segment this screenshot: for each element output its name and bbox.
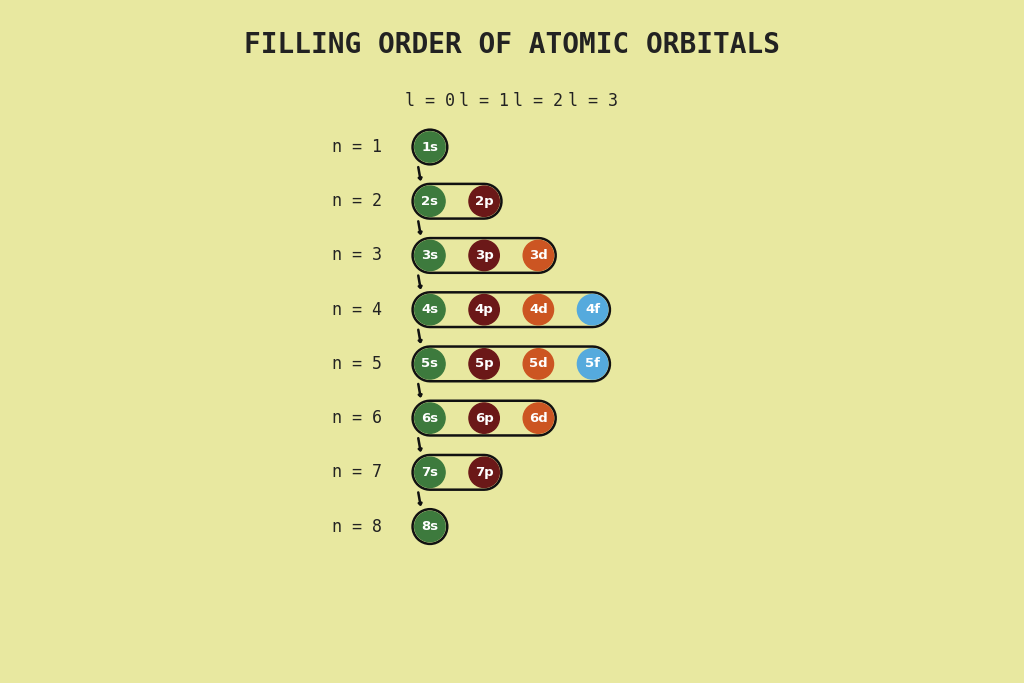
Circle shape [523, 349, 554, 379]
Text: 7s: 7s [422, 466, 438, 479]
Text: 4s: 4s [421, 303, 438, 316]
Text: 4d: 4d [529, 303, 548, 316]
Text: n = 7: n = 7 [332, 463, 382, 482]
Circle shape [469, 403, 500, 433]
Circle shape [523, 403, 554, 433]
Text: 5p: 5p [475, 357, 494, 370]
Circle shape [415, 512, 445, 542]
Text: 4f: 4f [585, 303, 600, 316]
Text: 6s: 6s [421, 412, 438, 425]
Circle shape [415, 240, 445, 270]
Circle shape [523, 240, 554, 270]
Text: 3s: 3s [421, 249, 438, 262]
Text: 1s: 1s [422, 141, 438, 154]
Circle shape [469, 186, 500, 217]
Text: n = 6: n = 6 [332, 409, 382, 427]
Circle shape [415, 294, 445, 325]
Circle shape [415, 403, 445, 433]
Text: l = 1: l = 1 [459, 92, 509, 110]
Text: 5s: 5s [422, 357, 438, 370]
Circle shape [469, 457, 500, 488]
Circle shape [523, 294, 554, 325]
Text: 2s: 2s [422, 195, 438, 208]
Text: 6p: 6p [475, 412, 494, 425]
Text: n = 1: n = 1 [332, 138, 382, 156]
Circle shape [469, 349, 500, 379]
Circle shape [415, 457, 445, 488]
Text: 2p: 2p [475, 195, 494, 208]
Text: n = 2: n = 2 [332, 192, 382, 210]
Text: 3d: 3d [529, 249, 548, 262]
Circle shape [578, 294, 608, 325]
Text: 6d: 6d [529, 412, 548, 425]
Circle shape [469, 240, 500, 270]
Text: FILLING ORDER OF ATOMIC ORBITALS: FILLING ORDER OF ATOMIC ORBITALS [244, 31, 780, 59]
Text: n = 3: n = 3 [332, 247, 382, 264]
Text: n = 4: n = 4 [332, 301, 382, 319]
Text: n = 8: n = 8 [332, 518, 382, 535]
Circle shape [578, 349, 608, 379]
Text: 3p: 3p [475, 249, 494, 262]
Text: 5d: 5d [529, 357, 548, 370]
Text: 5f: 5f [585, 357, 600, 370]
Circle shape [415, 349, 445, 379]
Text: n = 5: n = 5 [332, 355, 382, 373]
Text: 7p: 7p [475, 466, 494, 479]
Text: l = 0: l = 0 [404, 92, 455, 110]
Circle shape [415, 132, 445, 162]
Text: l = 2: l = 2 [513, 92, 563, 110]
Text: 8s: 8s [421, 520, 438, 533]
Text: l = 3: l = 3 [567, 92, 617, 110]
Text: 4p: 4p [475, 303, 494, 316]
Circle shape [415, 186, 445, 217]
Circle shape [469, 294, 500, 325]
